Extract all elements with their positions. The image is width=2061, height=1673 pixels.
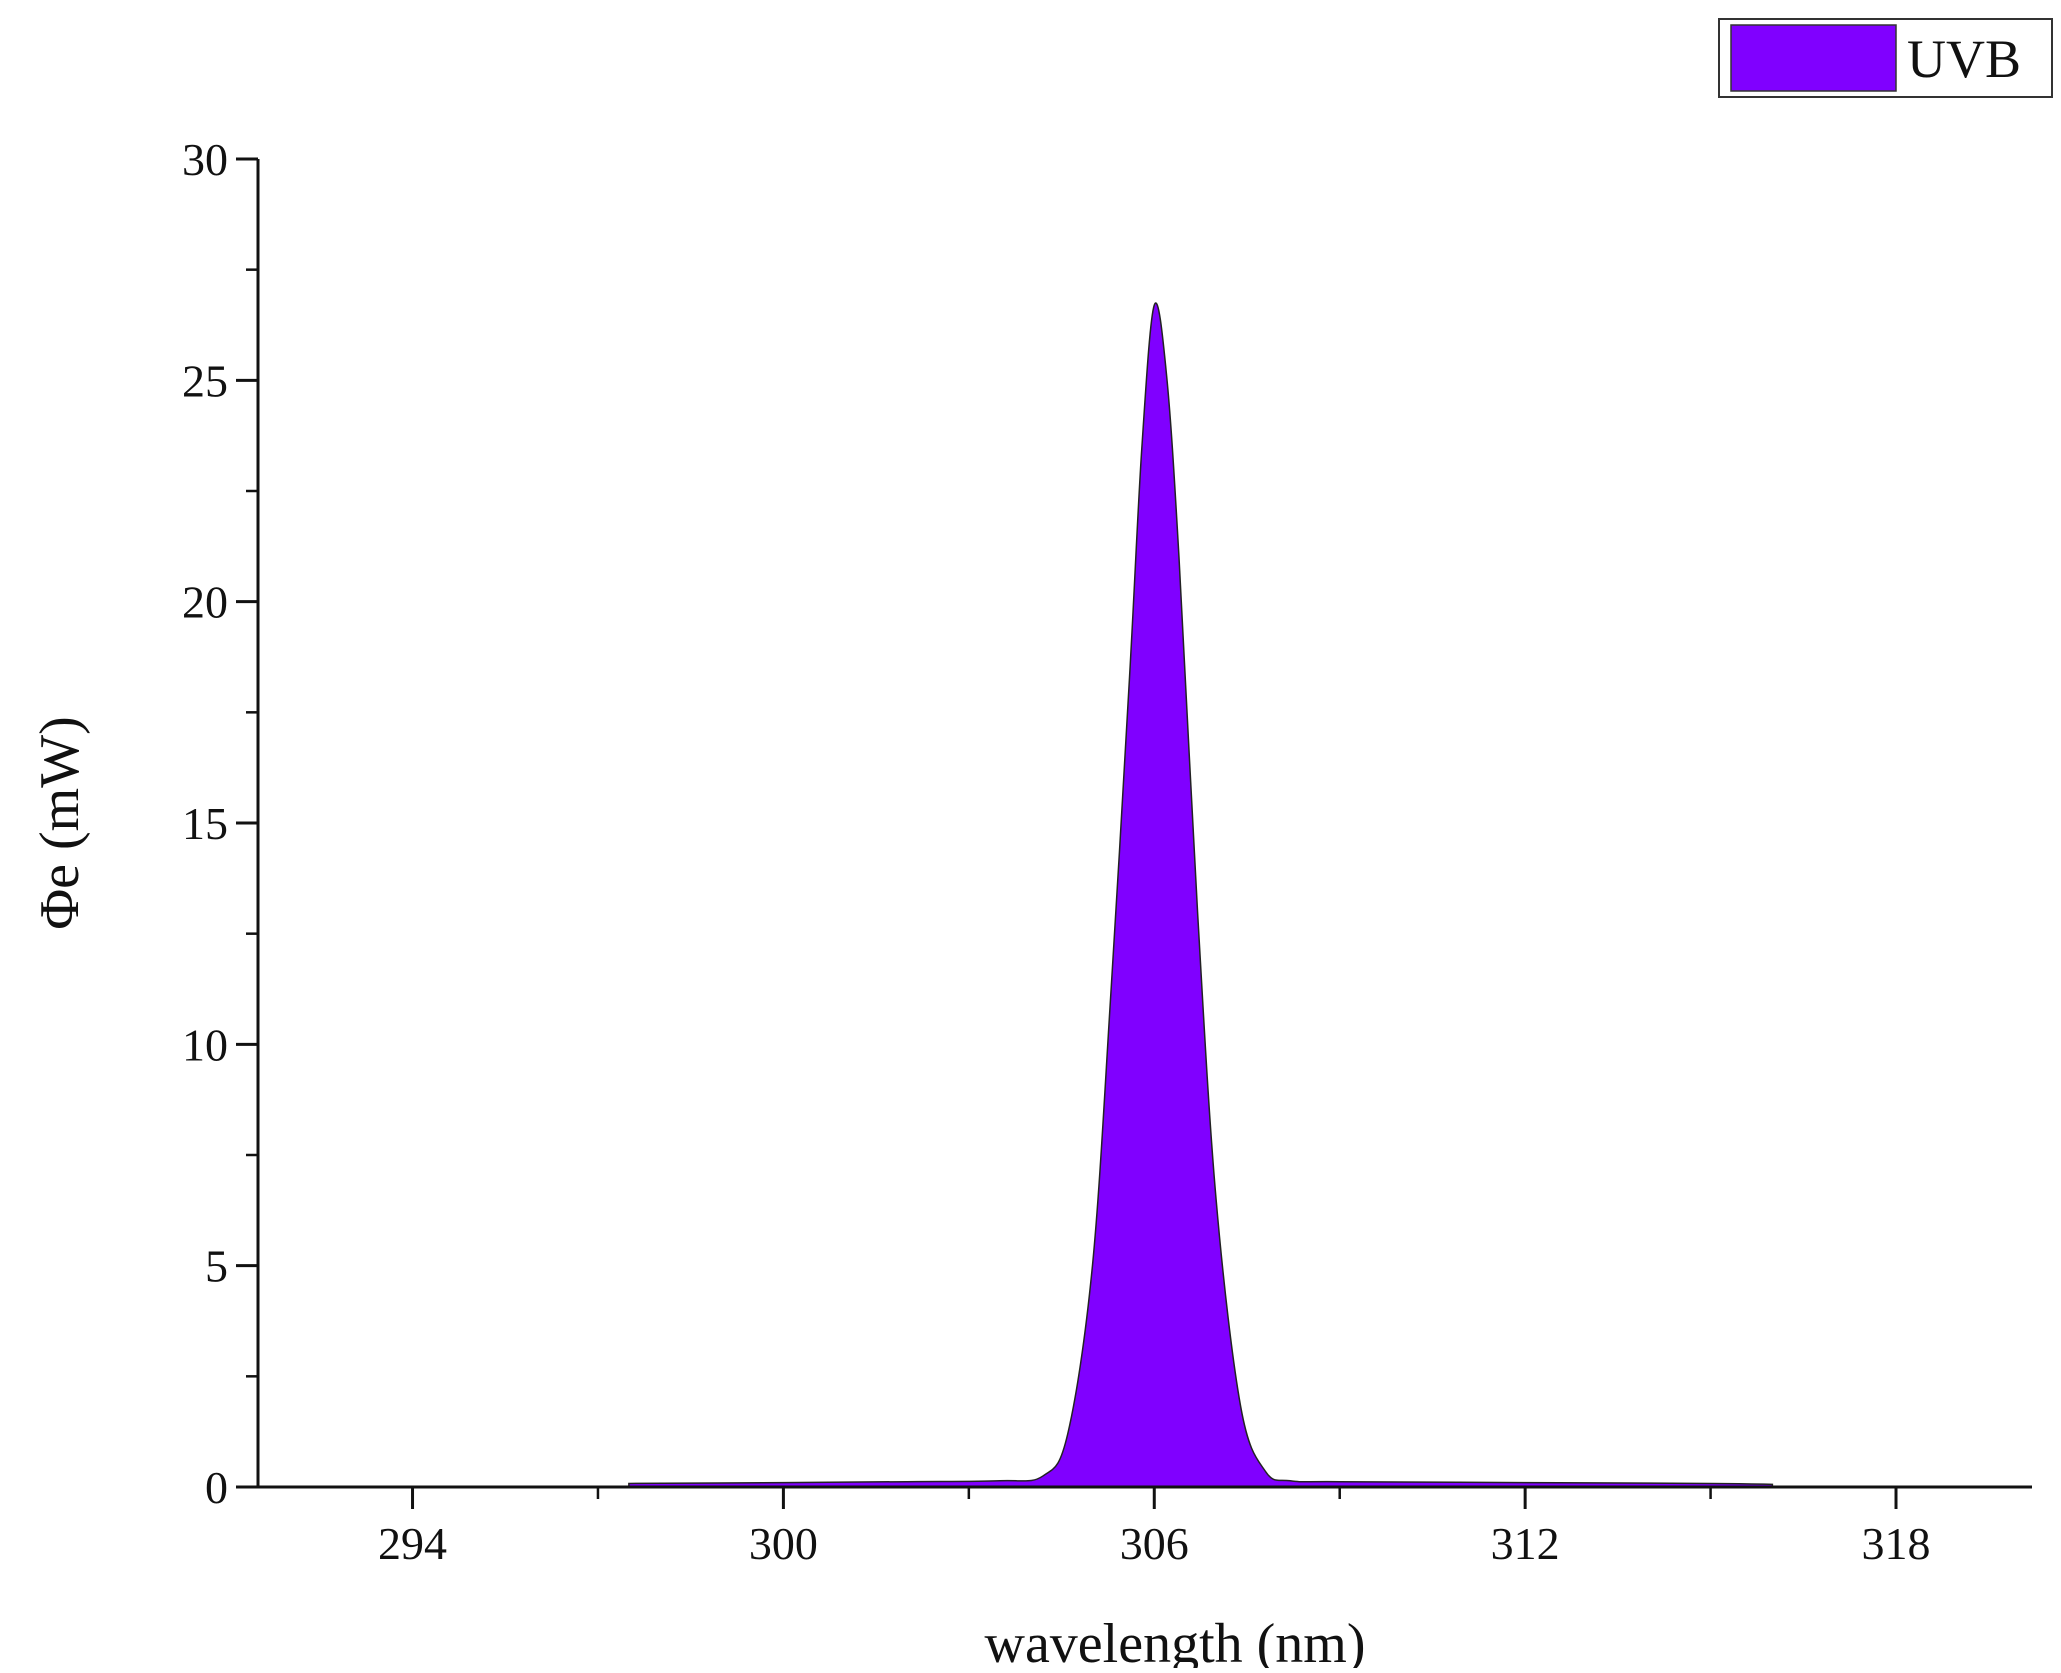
y-tick-label: 25: [182, 355, 228, 406]
x-tick-label: 300: [749, 1518, 818, 1569]
y-tick-label: 20: [182, 577, 228, 628]
y-tick-label: 30: [182, 134, 228, 185]
x-tick-label: 318: [1862, 1518, 1931, 1569]
x-axis-label: wavelength (nm): [985, 1613, 1366, 1668]
y-tick-label: 10: [182, 1019, 228, 1070]
y-tick-label: 5: [205, 1241, 228, 1292]
y-tick-label: 15: [182, 798, 228, 849]
y-axis-label: Φe (mW): [29, 716, 91, 930]
y-tick-label: 0: [205, 1462, 228, 1513]
x-tick-label: 294: [378, 1518, 447, 1569]
series-area-0: [628, 302, 1774, 1488]
legend-swatch-0: [1730, 24, 1897, 92]
legend-label-0: UVB: [1907, 29, 2021, 89]
x-tick-label: 312: [1491, 1518, 1560, 1569]
x-tick-label: 306: [1120, 1518, 1189, 1569]
